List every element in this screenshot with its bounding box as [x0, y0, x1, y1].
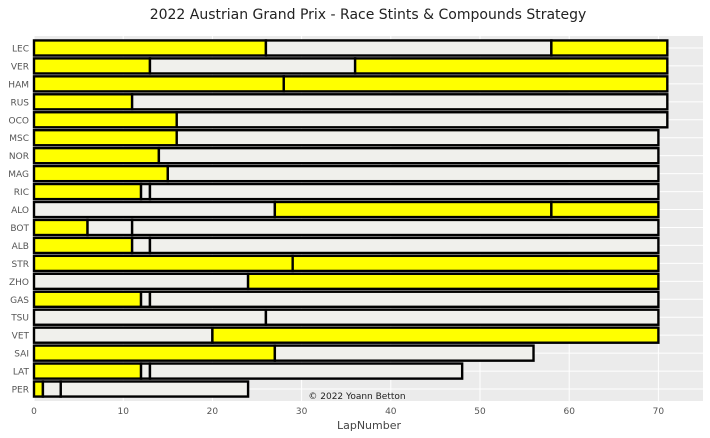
stint-bar [353, 57, 669, 75]
stint-bar [264, 308, 660, 326]
stint-bar [32, 290, 143, 309]
stint-bar [32, 254, 294, 273]
stint-bar [211, 326, 660, 344]
stint-bar [130, 93, 669, 111]
y-tick-label: MAG [8, 170, 29, 180]
stint-bar [32, 57, 152, 75]
y-tick-label: VET [12, 332, 30, 342]
y-tick-label: ALO [11, 206, 29, 216]
x-tick-label: 0 [31, 407, 37, 417]
stint-bar [32, 218, 89, 237]
stint-bar [157, 146, 660, 165]
y-tick-label: NOR [9, 152, 29, 162]
y-tick-label: LAT [13, 368, 30, 378]
stint-bar [32, 200, 277, 219]
x-tick-labels: 0 10 20 30 40 50 60 70 [31, 407, 664, 417]
x-tick-label: 40 [385, 407, 397, 417]
stint-bar [32, 93, 134, 111]
stint-bar [175, 128, 660, 147]
stint-bar [139, 362, 152, 380]
stint-bar [246, 272, 660, 291]
stint-bar [32, 128, 178, 147]
stint-bar [291, 254, 660, 273]
x-tick-label: 30 [296, 407, 308, 417]
stint-bar [32, 236, 134, 255]
stint-bar [130, 218, 660, 237]
stint-bar [148, 236, 660, 255]
stint-bar [32, 75, 285, 93]
stint-bar [139, 182, 152, 201]
stint-bar [550, 200, 660, 219]
copyright-annotation: © 2022 Yoann Betton [308, 392, 405, 402]
x-tick-label: 20 [207, 407, 219, 417]
stint-bar [32, 380, 45, 398]
y-tick-label: LEC [12, 44, 29, 54]
y-tick-label: MSC [9, 134, 29, 144]
stint-bar [32, 182, 143, 201]
y-tick-label: TSU [10, 314, 29, 324]
stint-bar [32, 272, 250, 291]
stint-bar [32, 326, 214, 344]
stint-bar [86, 218, 134, 237]
stint-bar [175, 111, 669, 129]
stint-bar [148, 57, 357, 75]
bars-layer [32, 39, 669, 398]
y-tick-label: SAI [14, 350, 29, 360]
y-tick-label: ZHO [9, 278, 29, 288]
y-tick-label: PER [12, 386, 29, 396]
y-tick-label: HAM [8, 80, 29, 90]
stint-bar [130, 236, 152, 255]
stint-bar [41, 380, 62, 398]
y-tick-label: GAS [10, 296, 29, 306]
x-axis-label: LapNumber [337, 419, 402, 432]
stint-bar [32, 164, 170, 183]
y-tick-label: VER [11, 62, 29, 72]
x-tick-label: 60 [563, 407, 575, 417]
stint-bar [148, 362, 464, 380]
y-tick-labels: LEC VER HAM RUS OCO MSC NOR MAG RIC ALO BOT ALB STR Z… [8, 44, 29, 395]
stint-bar [32, 344, 277, 362]
stint-bar [32, 362, 143, 380]
y-tick-label: OCO [9, 116, 29, 126]
stint-bar [32, 111, 178, 129]
y-tick-label: ALB [12, 242, 29, 252]
stint-bar [32, 39, 268, 57]
x-tick-label: 70 [653, 407, 665, 417]
stint-bar [59, 380, 250, 398]
stint-bar [264, 39, 553, 57]
y-tick-label: RIC [14, 188, 29, 198]
y-tick-label: BOT [10, 224, 29, 234]
chart-title: 2022 Austrian Grand Prix - Race Stints &… [150, 7, 587, 23]
y-tick-label: RUS [10, 98, 29, 108]
stint-bar [148, 182, 660, 201]
x-tick-label: 10 [117, 407, 129, 417]
stint-bar [273, 344, 535, 362]
stint-bar [166, 164, 660, 183]
stint-bar [32, 146, 161, 165]
x-tick-label: 50 [474, 407, 486, 417]
stint-bar [282, 75, 669, 93]
stint-bar [148, 290, 660, 309]
y-tick-label: STR [12, 260, 29, 270]
stint-bar [32, 308, 268, 326]
stint-bar [550, 39, 669, 57]
stint-bar [139, 290, 152, 309]
stint-bar [273, 200, 553, 219]
